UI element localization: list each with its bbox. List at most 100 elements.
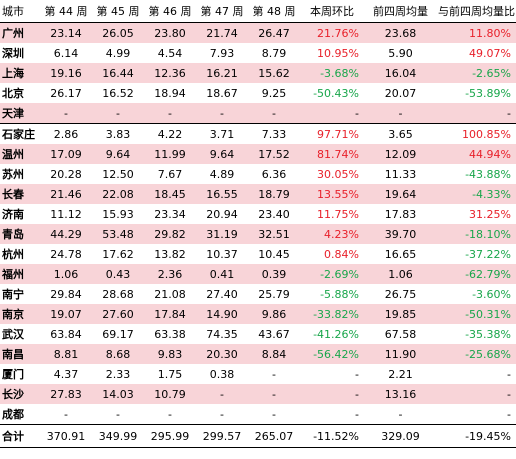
week-45-cell: 16.44 — [92, 63, 144, 83]
table-row: 上海 19.16 16.44 12.36 16.21 15.62 -3.68% 16.04 -2… — [0, 63, 516, 83]
week-47-cell: 10.37 — [206, 247, 238, 261]
city-cell: 深圳 — [2, 47, 24, 60]
week-45-cell: - — [116, 407, 120, 421]
week-48-cell: - — [248, 384, 300, 404]
week-46-cell: 63.38 — [154, 327, 186, 341]
week-46-cell: 4.22 — [144, 123, 196, 144]
week-48-cell: 43.67 — [258, 327, 290, 341]
four-week-avg-cell: 1.06 — [364, 264, 437, 284]
week-45-cell: 2.33 — [105, 367, 131, 381]
table-row: 长沙 27.83 14.03 10.79- - -13.16- — [0, 384, 516, 404]
week-change-cell: -50.43% — [313, 86, 359, 100]
vs-four-week-avg-cell: - — [437, 103, 516, 124]
week-48-cell: 32.51 — [248, 224, 300, 244]
table-row: 成都 - - - - - - - - — [0, 404, 516, 425]
table-row: 南京 19.07 27.60 17.84 14.90 9.86 -33.82% 19.85 -5… — [0, 304, 516, 324]
vs-four-week-avg-cell: -53.89% — [465, 86, 511, 100]
week-47-cell: 16.21 — [196, 63, 248, 83]
city-cell: 上海 — [0, 63, 40, 83]
four-week-avg-cell: 3.65 — [364, 123, 437, 144]
four-week-avg-cell: 23.68 — [364, 22, 437, 43]
week-45-cell: 12.50 — [102, 167, 134, 181]
week-44-cell: 6.14 — [53, 46, 79, 60]
table-row: 石家庄 2.86 3.83 4.22 3.71 7.33 97.71% 3.65 100.85% — [0, 123, 516, 144]
table-row: 福州 1.06 0.43 2.36 0.41 0.39 -2.69% 1.06 -62.79% — [0, 264, 516, 284]
week-change-cell: -5.88% — [320, 287, 359, 301]
four-week-avg-cell: 20.07 — [384, 86, 417, 100]
week-44-cell: 8.81 — [40, 344, 92, 364]
week-46-cell: 2.36 — [144, 264, 196, 284]
header-row: 城市 第 44 周 第 45 周 第 46 周 第 47 周 第 48 周 本周… — [0, 0, 516, 23]
vs-four-week-avg-cell: -3.60% — [472, 287, 511, 301]
header-week-46: 第 46 周 — [144, 0, 196, 23]
vs-four-week-avg-cell: 11.80% — [437, 22, 516, 43]
header-week-44: 第 44 周 — [40, 0, 92, 23]
week-45-cell: 26.05 — [92, 22, 144, 43]
week-change-cell: 4.23% — [300, 224, 364, 244]
table-row: 温州 17.09 9.64 11.99 9.64 17.52 81.74% 12.09 44.9… — [0, 144, 516, 164]
total-vs-four-week-avg-cell: -19.45% — [437, 424, 516, 448]
week-46-cell: 9.83 — [144, 344, 196, 364]
week-46-cell: 1.75 — [157, 367, 183, 381]
table-row: 天津 - - - - - - - - — [0, 103, 516, 124]
week-44-cell: - — [64, 407, 68, 421]
four-week-avg-cell: 5.90 — [388, 46, 413, 60]
week-45-cell: 4.99 — [105, 46, 131, 60]
week-44-cell: 4.37 — [53, 367, 79, 381]
total-week-44-cell: 370.91 — [40, 424, 92, 448]
table-row: 广州 23.14 26.05 23.80 21.74 26.47 21.76% 23.68 11… — [0, 22, 516, 43]
week-change-cell: -41.26% — [313, 327, 359, 341]
week-47-cell: 20.30 — [196, 344, 248, 364]
week-46-cell: 23.34 — [154, 207, 186, 221]
week-46-cell: 7.67 — [157, 167, 183, 181]
week-46-cell: 12.36 — [144, 63, 196, 83]
table-row: 杭州 24.78 17.62 13.82 10.37 10.45 0.84% 16.65 -37… — [0, 244, 516, 264]
total-week-45-cell: 349.99 — [92, 424, 144, 448]
table-header: 城市 第 44 周 第 45 周 第 46 周 第 47 周 第 48 周 本周… — [0, 0, 516, 23]
week-44-cell: 29.84 — [50, 287, 82, 301]
week-47-cell: 16.55 — [196, 184, 248, 204]
week-change-cell: 97.71% — [300, 123, 364, 144]
week-46-cell: - — [168, 407, 172, 421]
total-week-change-cell: -11.52% — [300, 424, 364, 448]
four-week-avg-cell: 67.58 — [384, 327, 417, 341]
header-city: 城市 — [0, 0, 40, 23]
four-week-avg-cell: - — [364, 103, 437, 124]
vs-four-week-avg-cell: -4.33% — [437, 184, 516, 204]
week-change-cell: -33.82% — [300, 304, 364, 324]
vs-four-week-avg-cell: 44.94% — [437, 144, 516, 164]
table-row: 青岛 44.29 53.48 29.82 31.19 32.51 4.23% 39.70 -18… — [0, 224, 516, 244]
vs-four-week-avg-cell: -35.38% — [465, 327, 511, 341]
city-cell: 广州 — [0, 22, 40, 43]
table-row: 深圳 6.14 4.99 4.54 7.93 8.79 10.95% 5.90 49.07% — [0, 43, 516, 63]
week-47-cell: 18.67 — [206, 86, 238, 100]
vs-four-week-avg-cell: -2.65% — [437, 63, 516, 83]
header-four-week-avg: 前四周均量 — [364, 0, 437, 23]
total-week-46-cell: 295.99 — [144, 424, 196, 448]
week-44-cell: 44.29 — [40, 224, 92, 244]
week-47-cell: 0.41 — [196, 264, 248, 284]
week-46-cell: 11.99 — [144, 144, 196, 164]
week-48-cell: - — [272, 407, 276, 421]
four-week-avg-cell: 16.65 — [384, 247, 417, 261]
week-44-cell: 63.84 — [50, 327, 82, 341]
week-48-cell: - — [248, 103, 300, 124]
week-48-cell: 26.47 — [248, 22, 300, 43]
week-44-cell: 2.86 — [40, 123, 92, 144]
city-cell: 福州 — [0, 264, 40, 284]
vs-four-week-avg-cell: 49.07% — [469, 46, 511, 60]
table-row: 济南 11.12 15.93 23.34 20.94 23.40 11.75% 17.83 31… — [0, 204, 516, 224]
four-week-avg-cell: 11.33 — [384, 167, 417, 181]
week-47-cell: - — [196, 384, 248, 404]
city-cell: 天津 — [0, 103, 40, 124]
week-48-cell: 25.79 — [258, 287, 290, 301]
four-week-avg-cell: 17.83 — [384, 207, 417, 221]
week-46-cell: 4.54 — [157, 46, 183, 60]
vs-four-week-avg-cell: - — [437, 384, 516, 404]
header-week-47: 第 47 周 — [196, 0, 248, 23]
week-48-cell: 8.79 — [261, 46, 287, 60]
table-row: 苏州 20.28 12.50 7.67 4.89 6.36 30.05% 11.33 -43.8… — [0, 164, 516, 184]
four-week-avg-cell: 19.64 — [364, 184, 437, 204]
week-47-cell: 3.71 — [196, 123, 248, 144]
vs-four-week-avg-cell: -43.88% — [465, 167, 511, 181]
